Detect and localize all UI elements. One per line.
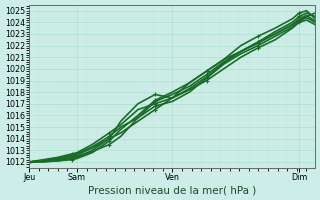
X-axis label: Pression niveau de la mer( hPa ): Pression niveau de la mer( hPa )	[88, 185, 256, 195]
